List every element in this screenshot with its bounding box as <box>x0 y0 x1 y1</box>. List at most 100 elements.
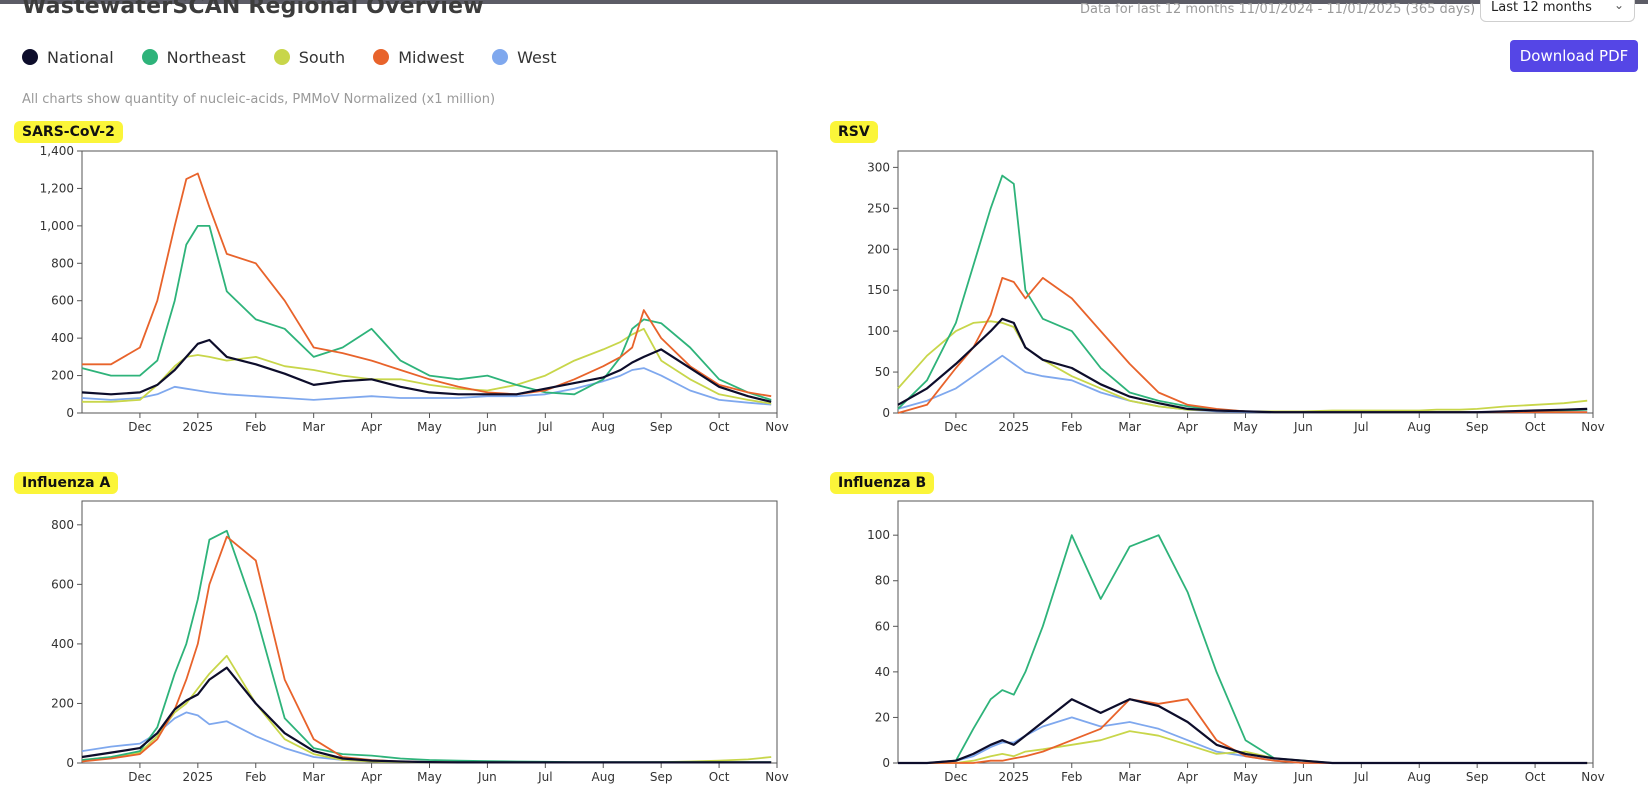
legend-item-west[interactable]: West <box>492 47 556 67</box>
x-tick-label: Jun <box>477 770 497 784</box>
y-tick-label: 0 <box>66 406 74 420</box>
x-tick-label: Jun <box>477 420 497 434</box>
y-tick-label: 400 <box>51 637 74 651</box>
x-tick-label: May <box>417 770 442 784</box>
series-line-midwest <box>897 277 1588 414</box>
y-tick-label: 0 <box>882 406 890 420</box>
chart-title-sars-cov-2: SARS-CoV-2 <box>14 121 123 143</box>
x-tick-label: Mar <box>302 770 325 784</box>
x-tick-label: Nov <box>1581 420 1604 434</box>
y-tick-label: 100 <box>867 528 890 542</box>
series-line-south <box>897 320 1588 413</box>
legend-item-northeast[interactable]: Northeast <box>141 47 246 67</box>
legend-item-national[interactable]: National <box>22 47 114 67</box>
plot-frame <box>897 150 1594 414</box>
y-tick-label: 600 <box>51 577 74 591</box>
series-line-northeast <box>898 534 1588 764</box>
series-line-northeast <box>81 225 772 401</box>
series-line-northeast <box>897 174 1588 414</box>
chart-rsv: 0 50 100 150 200 250 300 Dec 2025 Feb Mar Apr May Jun… <box>836 150 1636 450</box>
plot-frame <box>81 150 778 414</box>
x-tick-label: Mar <box>1118 770 1141 784</box>
y-tick-label: 1,400 <box>40 144 74 158</box>
y-tick-label: 800 <box>51 518 74 532</box>
chart-title-rsv: RSV <box>830 121 878 143</box>
y-tick-label: 60 <box>875 619 890 633</box>
plot-frame <box>81 500 778 764</box>
chart-svg-influenza-b: 0 20 40 60 80 100 Dec 2025 Feb Mar Apr May Jun Jul Aug… <box>867 500 1605 784</box>
series-line-west <box>81 367 772 406</box>
x-tick-label: 2025 <box>183 420 214 434</box>
series-line-northeast <box>81 529 772 764</box>
chart-svg-sars-cov-2: 0 200 400 600 800 1,000 1,200 1,400 Dec 2025 Feb Ma… <box>40 144 789 434</box>
x-tick-label: Sep <box>650 770 673 784</box>
chart-svg-influenza-a: 0 200 400 600 800 Dec 2025 Feb Mar Apr May Jun Jul Au… <box>51 500 789 784</box>
chart-title-influenza-b: Influenza B <box>830 472 935 494</box>
x-tick-label: Sep <box>1466 770 1489 784</box>
legend-item-midwest[interactable]: Midwest <box>373 47 464 67</box>
x-tick-label: May <box>1233 420 1258 434</box>
x-tick-label: Apr <box>1177 770 1198 784</box>
legend: National Northeast South Midwest West <box>22 47 584 67</box>
x-tick-label: Sep <box>1466 420 1489 434</box>
page-title: WastewaterSCAN Regional Overview <box>22 0 484 19</box>
series-line-national <box>81 666 772 764</box>
series-line-west <box>81 711 772 764</box>
x-tick-label: Mar <box>1118 420 1141 434</box>
legend-dot <box>492 49 509 65</box>
y-tick-label: 80 <box>875 574 890 588</box>
x-tick-label: Mar <box>302 420 325 434</box>
y-tick-label: 0 <box>66 756 74 770</box>
y-tick-label: 600 <box>51 294 74 308</box>
download-pdf-button[interactable]: Download PDF <box>1510 40 1638 72</box>
x-tick-label: Dec <box>128 770 151 784</box>
x-tick-label: Jun <box>1293 770 1313 784</box>
y-tick-label: 200 <box>51 369 74 383</box>
x-tick-label: Oct <box>1525 420 1546 434</box>
y-tick-label: 800 <box>51 256 74 270</box>
x-tick-label: May <box>417 420 442 434</box>
x-tick-label: Feb <box>1061 420 1082 434</box>
legend-dot <box>141 49 158 65</box>
x-tick-label: Aug <box>592 420 615 434</box>
legend-label: National <box>47 47 114 67</box>
series-line-midwest <box>82 172 772 398</box>
legend-item-south[interactable]: South <box>273 47 346 67</box>
y-tick-label: 40 <box>875 665 890 679</box>
x-tick-label: Jul <box>1353 770 1368 784</box>
x-tick-label: Dec <box>944 770 967 784</box>
x-tick-label: Apr <box>361 770 382 784</box>
x-tick-label: Jun <box>1293 420 1313 434</box>
chart-title-influenza-a: Influenza A <box>14 472 119 494</box>
x-tick-label: Jul <box>537 420 552 434</box>
y-tick-label: 150 <box>867 283 890 297</box>
range-select[interactable]: Last 12 months ⌄ <box>1480 0 1635 22</box>
x-tick-label: Oct <box>1525 770 1546 784</box>
x-tick-label: Feb <box>245 770 266 784</box>
x-tick-label: Feb <box>245 420 266 434</box>
x-tick-label: Apr <box>1177 420 1198 434</box>
x-tick-label: Apr <box>361 420 382 434</box>
series-line-south <box>898 730 1588 764</box>
x-tick-label: May <box>1233 770 1258 784</box>
chart-influenza-b: 0 20 40 60 80 100 Dec 2025 Feb Mar Apr May Jun Jul Aug… <box>836 500 1636 800</box>
top-bar <box>0 0 1648 4</box>
y-tick-label: 1,000 <box>40 219 74 233</box>
range-select-value: Last 12 months <box>1491 0 1592 15</box>
y-tick-label: 400 <box>51 331 74 345</box>
date-range-text: Data for last 12 months 11/01/2024 - 11/… <box>1080 2 1476 17</box>
x-tick-label: 2025 <box>183 770 214 784</box>
x-tick-label: Jul <box>1353 420 1368 434</box>
y-tick-label: 100 <box>867 324 890 338</box>
chart-svg-rsv: 0 50 100 150 200 250 300 Dec 2025 Feb Mar Apr May Jun… <box>867 150 1605 434</box>
x-tick-label: 2025 <box>999 420 1030 434</box>
y-tick-label: 300 <box>867 160 890 174</box>
legend-label: South <box>298 47 346 67</box>
legend-dot <box>273 49 290 65</box>
series-line-national <box>898 698 1588 765</box>
chart-influenza-a: 0 200 400 600 800 Dec 2025 Feb Mar Apr May Jun Jul Au… <box>20 500 820 800</box>
y-tick-label: 250 <box>867 201 890 215</box>
y-tick-label: 0 <box>882 756 890 770</box>
plot-frame <box>897 500 1594 764</box>
x-tick-label: Nov <box>1581 770 1604 784</box>
